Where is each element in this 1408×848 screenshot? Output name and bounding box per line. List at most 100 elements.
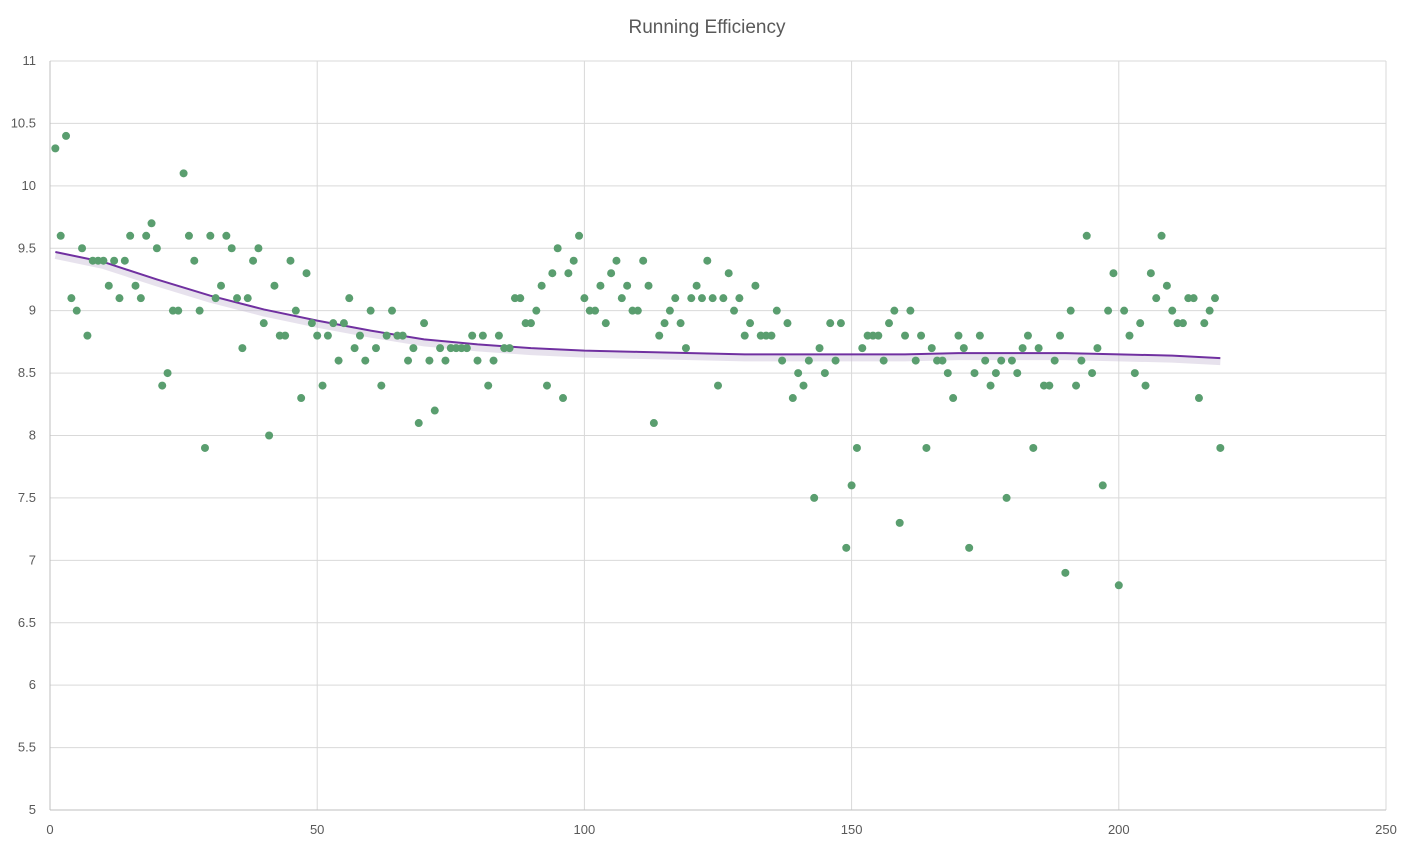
y-tick-label: 5 bbox=[29, 802, 36, 817]
data-point bbox=[1061, 568, 1070, 577]
data-point bbox=[441, 356, 450, 365]
data-point bbox=[526, 319, 535, 328]
data-point bbox=[772, 306, 781, 315]
x-tick-label: 100 bbox=[574, 822, 596, 837]
data-point bbox=[398, 331, 407, 340]
data-point bbox=[302, 269, 311, 278]
data-point bbox=[334, 356, 343, 365]
data-point bbox=[794, 369, 803, 378]
trendline-layer bbox=[54, 251, 1221, 366]
data-point bbox=[184, 231, 193, 240]
data-point bbox=[703, 256, 712, 265]
data-point bbox=[1082, 231, 1091, 240]
data-point bbox=[1114, 581, 1123, 590]
y-tick-label: 7.5 bbox=[18, 490, 36, 505]
data-point bbox=[200, 443, 209, 452]
data-point bbox=[959, 344, 968, 353]
data-point bbox=[901, 331, 910, 340]
data-point bbox=[922, 443, 931, 452]
data-point bbox=[382, 331, 391, 340]
data-point bbox=[227, 244, 236, 253]
data-point bbox=[548, 269, 557, 278]
data-point bbox=[815, 344, 824, 353]
data-point bbox=[420, 319, 429, 328]
data-point bbox=[254, 244, 263, 253]
data-point bbox=[820, 369, 829, 378]
data-point bbox=[1210, 294, 1219, 303]
data-point bbox=[329, 319, 338, 328]
y-tick-label: 10 bbox=[22, 178, 36, 193]
data-point bbox=[1205, 306, 1214, 315]
data-point bbox=[249, 256, 258, 265]
data-point bbox=[78, 244, 87, 253]
axes bbox=[49, 61, 1386, 811]
data-point bbox=[297, 394, 306, 403]
data-point bbox=[430, 406, 439, 415]
data-point bbox=[1152, 294, 1161, 303]
data-point bbox=[323, 331, 332, 340]
data-point bbox=[740, 331, 749, 340]
data-point bbox=[697, 294, 706, 303]
data-point bbox=[1007, 356, 1016, 365]
data-point bbox=[484, 381, 493, 390]
data-point bbox=[104, 281, 113, 290]
data-point bbox=[388, 306, 397, 315]
y-tick-label: 8.5 bbox=[18, 365, 36, 380]
data-point bbox=[724, 269, 733, 278]
data-point bbox=[72, 306, 81, 315]
data-point bbox=[569, 256, 578, 265]
data-point bbox=[1104, 306, 1113, 315]
data-point bbox=[917, 331, 926, 340]
data-point bbox=[1120, 306, 1129, 315]
data-point bbox=[115, 294, 124, 303]
data-point bbox=[468, 331, 477, 340]
data-point bbox=[719, 294, 728, 303]
data-point bbox=[339, 319, 348, 328]
data-point bbox=[804, 356, 813, 365]
data-point bbox=[831, 356, 840, 365]
data-point bbox=[1194, 394, 1203, 403]
data-point bbox=[687, 294, 696, 303]
data-point bbox=[1141, 381, 1150, 390]
y-tick-label: 11 bbox=[23, 53, 37, 68]
data-point bbox=[949, 394, 958, 403]
data-point bbox=[874, 331, 883, 340]
data-point bbox=[879, 356, 888, 365]
data-point bbox=[617, 294, 626, 303]
data-point bbox=[158, 381, 167, 390]
data-point bbox=[1157, 231, 1166, 240]
data-point bbox=[190, 256, 199, 265]
data-point bbox=[1162, 281, 1171, 290]
data-point bbox=[350, 344, 359, 353]
data-point bbox=[1077, 356, 1086, 365]
data-point bbox=[537, 281, 546, 290]
data-point bbox=[708, 294, 717, 303]
data-point bbox=[1018, 344, 1027, 353]
data-point bbox=[714, 381, 722, 390]
data-point bbox=[836, 319, 845, 328]
data-point bbox=[1125, 331, 1134, 340]
data-point bbox=[847, 481, 856, 490]
data-point bbox=[286, 256, 295, 265]
y-tick-label: 5.5 bbox=[18, 740, 36, 755]
data-point bbox=[542, 381, 551, 390]
data-point bbox=[371, 344, 380, 353]
data-point bbox=[211, 294, 220, 303]
data-point bbox=[1056, 331, 1065, 340]
data-point bbox=[174, 306, 183, 315]
x-tick-label: 250 bbox=[1375, 822, 1397, 837]
tick-labels: 5 5.5 6 6.5 7 7.5 8 8.5 9 9.5 10 10.5 11 0 50 100 150 200… bbox=[11, 53, 1397, 837]
data-point bbox=[179, 169, 188, 178]
data-point bbox=[361, 356, 370, 365]
data-point bbox=[404, 356, 413, 365]
data-point bbox=[975, 331, 984, 340]
data-point bbox=[1045, 381, 1054, 390]
data-point bbox=[131, 281, 140, 290]
x-tick-label: 200 bbox=[1108, 822, 1130, 837]
data-point bbox=[163, 369, 172, 378]
y-tick-label: 6 bbox=[29, 677, 36, 692]
data-point bbox=[233, 294, 242, 303]
y-tick-label: 9.5 bbox=[18, 240, 36, 255]
data-point bbox=[778, 356, 787, 365]
